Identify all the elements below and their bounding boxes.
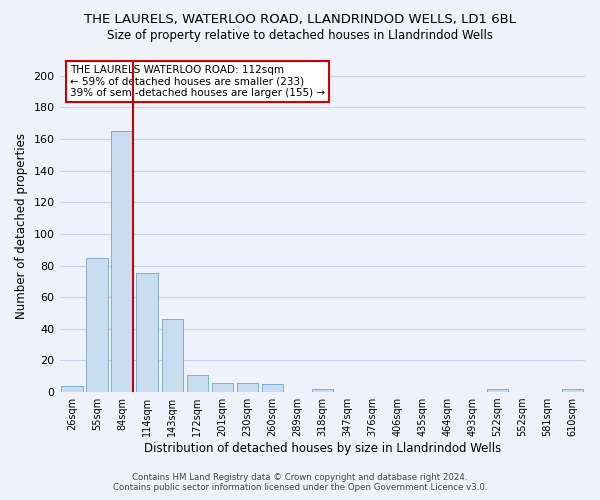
Bar	[161, 320, 183, 392]
Text: THE LAURELS WATERLOO ROAD: 112sqm
← 59% of detached houses are smaller (233)
39%: THE LAURELS WATERLOO ROAD: 112sqm ← 59% …	[70, 65, 325, 98]
Bar	[487, 389, 508, 392]
Text: Size of property relative to detached houses in Llandrindod Wells: Size of property relative to detached ho…	[107, 29, 493, 42]
Text: Contains HM Land Registry data © Crown copyright and database right 2024.
Contai: Contains HM Land Registry data © Crown c…	[113, 473, 487, 492]
Bar	[61, 386, 83, 392]
Bar	[86, 258, 108, 392]
Bar	[311, 389, 333, 392]
Bar	[236, 382, 258, 392]
Y-axis label: Number of detached properties: Number of detached properties	[15, 133, 28, 319]
Text: THE LAURELS, WATERLOO ROAD, LLANDRINDOD WELLS, LD1 6BL: THE LAURELS, WATERLOO ROAD, LLANDRINDOD …	[84, 12, 516, 26]
X-axis label: Distribution of detached houses by size in Llandrindod Wells: Distribution of detached houses by size …	[143, 442, 501, 455]
Bar	[562, 389, 583, 392]
Bar	[262, 384, 283, 392]
Bar	[212, 382, 233, 392]
Bar	[136, 274, 158, 392]
Bar	[187, 374, 208, 392]
Bar	[112, 131, 133, 392]
